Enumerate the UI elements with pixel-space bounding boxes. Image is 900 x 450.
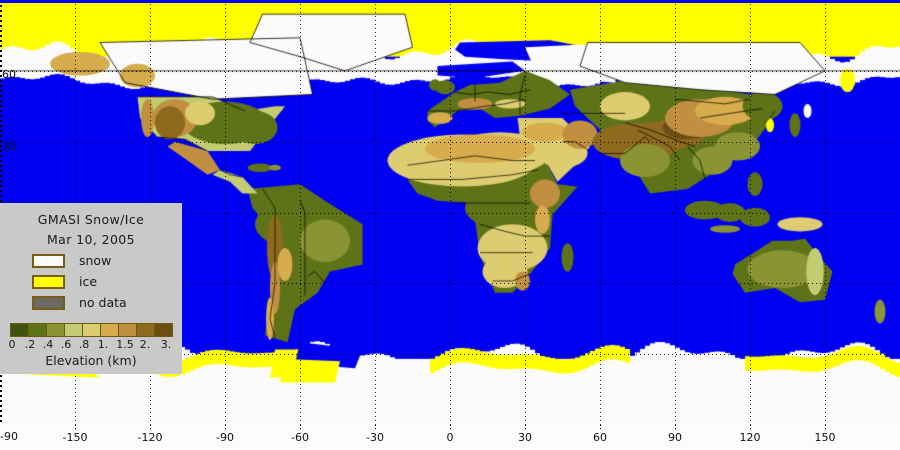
colorbar-tick-1: .2 (24, 338, 36, 351)
x-tick-0 (450, 425, 451, 431)
colorbar-tick-5: 1. (97, 338, 109, 351)
snow-label: snow (79, 253, 112, 268)
colorbar-tick-6: 1.5 (116, 338, 134, 351)
ice-label: ice (79, 274, 98, 289)
x-tick-label-60: 60 (593, 431, 607, 444)
x-tick-label--150: -150 (62, 431, 88, 444)
x-tick-label-90: 90 (668, 431, 682, 444)
y-tick-label-60: 60 (2, 68, 16, 81)
x-tick-label-0: 0 (446, 431, 454, 444)
colorbar-tick-2: .4 (42, 338, 54, 351)
legend-title: GMASI Snow/Ice (37, 212, 145, 227)
grid-line-lon-60 (600, 0, 601, 425)
x-tick-label-120: 120 (739, 431, 761, 444)
colorbar-segment-8 (155, 324, 172, 336)
colorbar-tick-0: 0 (8, 338, 16, 351)
y-tick-label-30: 30 (2, 140, 16, 153)
x-tick-150 (825, 425, 826, 431)
x-tick--60 (300, 425, 301, 431)
colorbar-segment-6 (119, 324, 137, 336)
grid-line-lon--90 (225, 0, 226, 425)
grid-line-lon-150 (825, 0, 826, 425)
colorbar-segment-1 (29, 324, 47, 336)
x-tick-label-150: 150 (814, 431, 836, 444)
x-axis: -150 -120 -90 -60 -30 0 30 60 90 120 150 (0, 425, 900, 450)
grid-line-lat-30 (0, 142, 900, 143)
legend-key-snow: snow (32, 253, 182, 268)
colorbar-tick-3: .6 (60, 338, 72, 351)
legend-date: Mar 10, 2005 (46, 232, 136, 247)
colorbar-tick-4: .8 (78, 338, 90, 351)
elevation-colorbar-ticks: 0 .2 .4 .6 .8 1. 1.5 2. 3. (0, 338, 182, 352)
grid-line-lat--30 (0, 283, 900, 284)
elevation-colorbar (10, 323, 173, 337)
x-tick-label--60: -60 (291, 431, 309, 444)
x-tick-30 (525, 425, 526, 431)
snow-swatch (32, 253, 65, 268)
x-tick--30 (375, 425, 376, 431)
grid-line-lon--30 (375, 0, 376, 425)
x-tick-120 (750, 425, 751, 431)
y-axis-label-bottom: -90 (0, 430, 18, 443)
elevation-caption: Elevation (km) (45, 353, 137, 368)
x-tick-90 (675, 425, 676, 431)
colorbar-tick-8: 3. (160, 338, 172, 351)
colorbar-segment-3 (65, 324, 83, 336)
x-tick-label--30: -30 (366, 431, 384, 444)
map-top-edge (0, 0, 900, 3)
x-tick--90 (225, 425, 226, 431)
colorbar-tick-7: 2. (139, 338, 151, 351)
colorbar-segment-0 (11, 324, 29, 336)
grid-line-lon--60 (300, 0, 301, 425)
colorbar-segment-4 (83, 324, 101, 336)
x-tick--120 (150, 425, 151, 431)
x-tick-label--90: -90 (216, 431, 234, 444)
ice-swatch (32, 274, 65, 289)
grid-line-lon-90 (675, 0, 676, 425)
grid-line-lon-120 (750, 0, 751, 425)
colorbar-segment-2 (47, 324, 65, 336)
x-tick-60 (600, 425, 601, 431)
legend-key-nodata: no data (32, 295, 182, 310)
colorbar-segment-5 (101, 324, 119, 336)
grid-line-lat-0 (0, 213, 900, 214)
nodata-label: no data (79, 295, 127, 310)
nodata-swatch (32, 295, 65, 310)
grid-line-lat--60 (0, 354, 900, 355)
colorbar-segment-7 (137, 324, 155, 336)
grid-line-lon-30 (525, 0, 526, 425)
x-tick--150 (75, 425, 76, 431)
grid-line-lat-60 (0, 71, 900, 72)
legend-panel[interactable]: GMASI Snow/Ice Mar 10, 2005 snow ice no … (0, 203, 182, 374)
x-tick-label-30: 30 (518, 431, 532, 444)
grid-line-lon-0 (450, 0, 451, 425)
x-tick-label--120: -120 (137, 431, 163, 444)
legend-key-ice: ice (32, 274, 182, 289)
